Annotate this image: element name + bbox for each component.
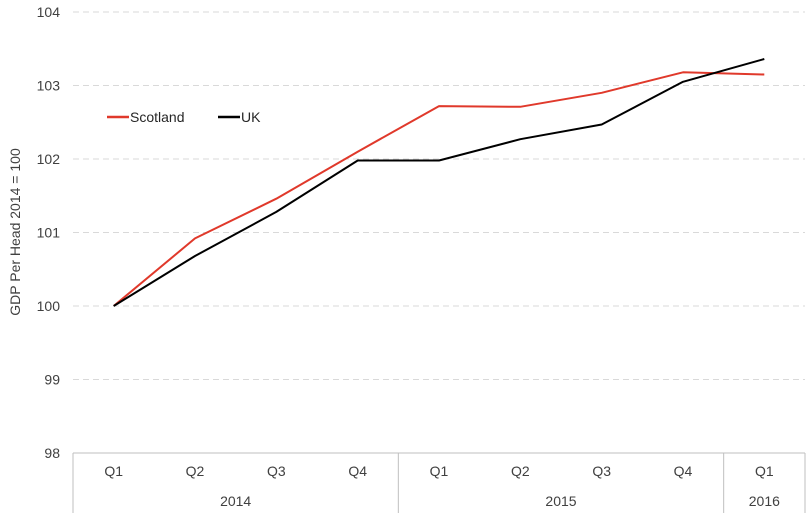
legend-label-uk: UK — [241, 109, 261, 125]
x-tick-label-6: Q2 — [511, 463, 530, 479]
y-tick-label-99: 99 — [44, 372, 60, 388]
series-lines — [113, 58, 765, 307]
y-axis-label: GDP Per Head 2014 = 100 — [7, 148, 23, 316]
x-group-label-2014: 2014 — [220, 493, 251, 509]
x-axis: Q1 Q2 Q3 Q4 Q1 Q2 Q3 Q4 Q1 2014 2015 2016 — [72, 452, 806, 513]
legend-label-scotland: Scotland — [130, 109, 184, 125]
legend: Scotland UK — [107, 109, 261, 125]
y-tick-label-98: 98 — [44, 445, 60, 461]
x-tick-label-2: Q2 — [186, 463, 205, 479]
x-group-label-2016: 2016 — [749, 493, 780, 509]
series-line-uk — [113, 58, 765, 307]
gridlines — [73, 11, 805, 380]
y-tick-label-104: 104 — [37, 4, 61, 20]
x-group-label-2015: 2015 — [545, 493, 576, 509]
series-line-scotland — [113, 71, 765, 307]
y-axis: 98 99 100 101 102 103 104 — [37, 4, 61, 461]
x-tick-label-7: Q3 — [592, 463, 611, 479]
y-tick-label-102: 102 — [37, 151, 61, 167]
x-tick-label-9: Q1 — [755, 463, 774, 479]
y-tick-label-100: 100 — [37, 298, 61, 314]
x-tick-label-5: Q1 — [430, 463, 449, 479]
x-tick-label-1: Q1 — [104, 463, 123, 479]
y-tick-label-101: 101 — [37, 225, 61, 241]
x-tick-label-4: Q4 — [348, 463, 367, 479]
y-tick-label-103: 103 — [37, 78, 61, 94]
x-tick-label-3: Q3 — [267, 463, 286, 479]
x-tick-label-8: Q4 — [674, 463, 693, 479]
